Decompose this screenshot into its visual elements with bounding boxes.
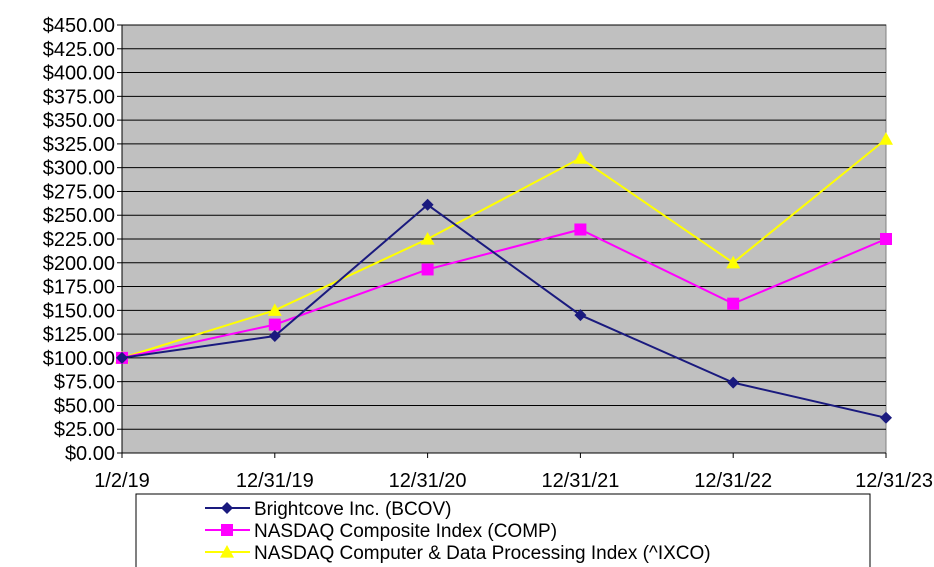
y-tick-label: $100.00 <box>43 348 115 370</box>
x-tick-label: 12/31/19 <box>236 470 314 492</box>
y-tick-label: $225.00 <box>43 229 115 251</box>
data-point-brightcove-inc-bcov <box>574 309 587 322</box>
x-tick-label: 1/2/19 <box>94 470 150 492</box>
y-tick-label: $325.00 <box>43 134 115 156</box>
data-point-nasdaq-composite-index-comp <box>268 318 281 331</box>
data-point-brightcove-inc-bcov <box>116 351 128 364</box>
data-point-nasdaq-composite-index-comp <box>574 223 587 236</box>
y-tick-label: $25.00 <box>54 419 115 441</box>
y-tick-label: $275.00 <box>43 181 115 203</box>
x-tick-label: 12/31/23 <box>855 470 933 492</box>
data-point-brightcove-inc-bcov <box>727 376 740 389</box>
legend: Brightcove Inc. (BCOV)NASDAQ Composite I… <box>135 493 871 567</box>
y-tick-label: $300.00 <box>43 158 115 180</box>
legend-marker <box>220 545 234 558</box>
series-line-nasdaq-computer-data-processing-index-ixco <box>121 138 887 359</box>
y-tick-label: $450.00 <box>43 15 115 37</box>
data-point-nasdaq-computer-data-processing-index-ixco <box>879 132 893 145</box>
y-tick-label: $375.00 <box>43 86 115 108</box>
data-point-nasdaq-computer-data-processing-index-ixco <box>267 303 282 316</box>
x-tick-label: 12/31/22 <box>694 470 772 492</box>
legend-marker <box>221 524 233 536</box>
data-point-nasdaq-computer-data-processing-index-ixco <box>420 232 435 245</box>
legend-label: Brightcove Inc. (BCOV) <box>254 499 451 520</box>
legend-label: NASDAQ Computer & Data Processing Index … <box>254 543 711 564</box>
series-group <box>115 132 893 424</box>
data-point-nasdaq-computer-data-processing-index-ixco <box>573 151 588 164</box>
series-line-brightcove-inc-bcov <box>121 203 887 419</box>
data-point-brightcove-inc-bcov <box>421 198 434 211</box>
y-tick-label: $125.00 <box>43 324 115 346</box>
legend-label: NASDAQ Composite Index (COMP) <box>254 521 557 542</box>
x-tick-label: 12/31/21 <box>541 470 619 492</box>
y-tick-label: $175.00 <box>43 277 115 299</box>
data-point-nasdaq-composite-index-comp <box>880 233 892 245</box>
legend-box <box>135 493 871 567</box>
data-point-brightcove-inc-bcov <box>880 411 892 424</box>
data-point-nasdaq-composite-index-comp <box>727 297 740 310</box>
data-point-nasdaq-composite-index-comp <box>421 263 434 276</box>
series-line-nasdaq-composite-index-comp <box>121 228 887 359</box>
legend-marker <box>221 502 233 514</box>
y-tick-label: $75.00 <box>54 372 115 394</box>
data-point-nasdaq-computer-data-processing-index-ixco <box>726 255 741 269</box>
y-tick-label: $150.00 <box>43 300 115 322</box>
y-tick-label: $250.00 <box>43 205 115 227</box>
y-tick-label: $200.00 <box>43 253 115 275</box>
x-axis: 1/2/19 12/31/19 12/31/20 12/31/21 12/31/22 12… <box>94 452 933 492</box>
y-tick-label: $350.00 <box>43 110 115 132</box>
x-tick-label: 12/31/20 <box>389 470 467 492</box>
y-axis: $0.00$25.00$50.00$75.00$100.00$125.00$15… <box>43 15 123 465</box>
data-point-brightcove-inc-bcov <box>268 330 281 343</box>
y-tick-label: $425.00 <box>43 39 115 61</box>
y-tick-label: $400.00 <box>43 63 115 85</box>
y-tick-label: $0.00 <box>65 443 115 465</box>
y-tick-label: $50.00 <box>54 395 115 417</box>
